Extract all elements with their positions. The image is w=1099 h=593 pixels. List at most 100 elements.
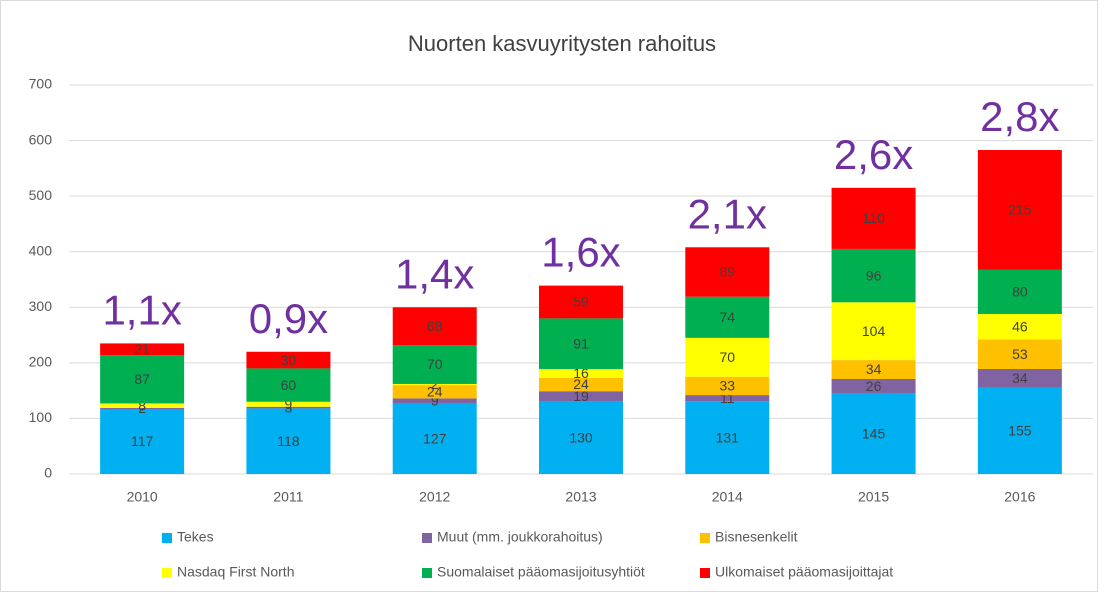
y-tick-label: 0: [44, 465, 52, 481]
segment-label: 2: [138, 400, 146, 416]
segment-label: 24: [573, 376, 589, 392]
segment-label: 33: [719, 378, 735, 394]
segment-label: 24: [427, 383, 443, 399]
segment-label: 9: [285, 396, 293, 412]
segment-label: 87: [134, 371, 150, 387]
segment-label: 59: [573, 294, 589, 310]
bar-segment: [246, 406, 331, 409]
bar-segment: [831, 393, 916, 474]
segment-label: 118: [277, 433, 300, 449]
bar-segment: [100, 408, 185, 474]
bar-segment: [100, 407, 185, 409]
segment-label: 53: [1012, 346, 1028, 362]
segment-label: 145: [862, 425, 886, 441]
segment-label: 215: [1008, 201, 1032, 217]
segment-label: 34: [1012, 370, 1028, 386]
bar-segment: [246, 401, 331, 407]
bar-segment: [539, 391, 623, 402]
bar-segment: [539, 318, 623, 369]
bar-segment: [685, 376, 770, 396]
bar-segment: [831, 378, 916, 394]
segment-label: 131: [716, 429, 740, 445]
x-tick-label: 2011: [273, 489, 303, 505]
legend-label: Ulkomaiset pääomasijoittajat: [715, 564, 893, 580]
annotation: 2,6x: [834, 131, 913, 178]
bar-segment: [392, 398, 477, 404]
bar-segment: [246, 368, 331, 402]
bar-segment: [831, 248, 916, 303]
segment-label: 130: [569, 430, 593, 446]
segment-label: 70: [427, 356, 443, 372]
segment-label: 127: [423, 430, 447, 446]
bar-segment: [685, 401, 770, 474]
segment-label: 8: [138, 397, 146, 413]
segment-label: 68: [427, 318, 443, 334]
bar-segment: [392, 345, 477, 384]
annotation: 2,1x: [688, 190, 767, 237]
segment-label: 70: [719, 349, 735, 365]
legend-label: Muut (mm. joukkorahoitus): [437, 529, 603, 545]
bar-segment: [392, 383, 477, 386]
bar-segment: [977, 269, 1062, 314]
bar-segment: [539, 368, 623, 378]
bar-segment: [392, 385, 477, 399]
x-tick-label: 2015: [858, 489, 889, 505]
bar-segment: [977, 339, 1062, 369]
segment-label: 60: [281, 377, 297, 393]
legend-swatch: [162, 568, 172, 578]
y-tick-label: 600: [29, 131, 53, 147]
bar-segment: [977, 368, 1062, 388]
x-tick-label: 2014: [712, 489, 743, 505]
x-tick-label: 2012: [419, 489, 450, 505]
segment-label: 104: [862, 323, 886, 339]
chart-title: Nuorten kasvuyritysten rahoitus: [408, 31, 716, 56]
legend-label: Suomalaiset pääomasijoitusyhtiöt: [437, 564, 645, 580]
legend-swatch: [700, 533, 710, 543]
bar-segment: [246, 408, 331, 474]
bar-segment: [539, 285, 623, 319]
legend-swatch: [422, 568, 432, 578]
bar-segment: [831, 302, 916, 361]
y-tick-label: 400: [29, 242, 53, 258]
annotation: 1,4x: [395, 250, 474, 297]
segment-label: 2: [431, 376, 439, 392]
legend-swatch: [700, 568, 710, 578]
segment-label: 46: [1012, 318, 1028, 334]
bar-segment: [685, 337, 770, 377]
segment-label: 110: [862, 210, 885, 226]
bar-segment: [831, 187, 916, 249]
bar-segment: [977, 313, 1062, 340]
x-tick-label: 2013: [565, 489, 596, 505]
x-tick-label: 2010: [127, 489, 158, 505]
segment-label: 16: [573, 365, 589, 381]
segment-label: 91: [573, 335, 589, 351]
segment-label: 26: [866, 378, 882, 394]
legend-label: Bisnesenkelit: [715, 529, 798, 545]
legend-swatch: [422, 533, 432, 543]
segment-label: 74: [719, 309, 735, 325]
bar-segment: [246, 351, 331, 369]
x-tick-label: 2016: [1004, 489, 1035, 505]
annotation: 1,6x: [541, 229, 620, 276]
y-tick-label: 300: [29, 298, 53, 314]
bar-segment: [100, 343, 185, 356]
y-tick-label: 100: [29, 409, 53, 425]
segment-label: 96: [866, 267, 882, 283]
legend-label: Tekes: [177, 529, 214, 545]
segment-label: 19: [573, 388, 589, 404]
bar-segment: [539, 401, 623, 474]
bar-segment: [100, 403, 185, 408]
bar-segment: [392, 403, 477, 474]
bar-segment: [831, 360, 916, 379]
annotation: 2,8x: [980, 93, 1059, 140]
bar-segment: [685, 296, 770, 338]
segment-label: 155: [1008, 423, 1032, 439]
bar-segment: [100, 355, 185, 404]
legend-swatch: [162, 533, 172, 543]
segment-label: 117: [131, 433, 154, 449]
y-tick-label: 200: [29, 354, 53, 370]
segment-label: 34: [866, 361, 882, 377]
annotation: 1,1x: [102, 287, 181, 334]
bar-segment: [539, 377, 623, 392]
